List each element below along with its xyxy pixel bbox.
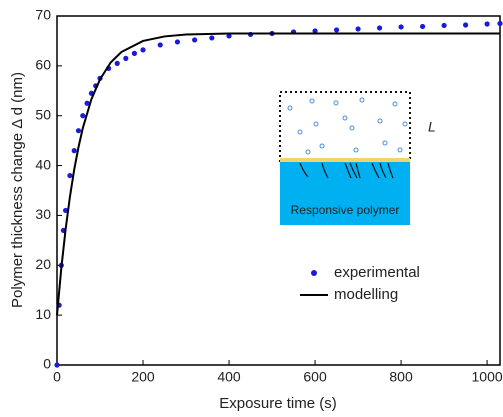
data-point	[174, 39, 181, 45]
y-tick-label: 70	[35, 7, 51, 23]
y-tick-label: 60	[35, 57, 51, 73]
data-point	[419, 23, 426, 30]
data-point	[312, 28, 318, 34]
inset-molecules	[287, 97, 408, 155]
data-line	[56, 32, 500, 316]
data-point	[333, 27, 340, 33]
legend-label: experimental	[334, 264, 420, 281]
x-tick-label: 400	[217, 369, 241, 385]
y-tick-label: 10	[35, 306, 51, 322]
data-point	[54, 362, 60, 368]
inset-label: L	[428, 119, 436, 135]
data-point	[497, 20, 503, 27]
data-point	[131, 50, 138, 56]
data-point	[226, 33, 232, 39]
data-point	[84, 100, 90, 106]
legend-marker	[311, 270, 317, 276]
data-point	[75, 128, 82, 134]
plot-frame	[56, 15, 501, 366]
y-tick-label: 20	[35, 256, 51, 272]
x-tick-label: 1000	[472, 369, 503, 385]
legend-label: modelling	[334, 286, 398, 303]
data-point	[114, 60, 120, 66]
y-tick-label: 40	[35, 156, 51, 172]
inset-arrows	[299, 162, 394, 179]
data-point	[462, 22, 469, 28]
x-tick-label: 600	[303, 369, 327, 385]
data-point	[398, 24, 404, 30]
y-tick-label: 0	[43, 356, 51, 372]
data-point	[484, 21, 490, 27]
data-point	[71, 148, 77, 154]
inset-layer	[280, 158, 410, 162]
y-tick-label: 50	[35, 106, 51, 122]
x-axis-label: Exposure time (s)	[219, 395, 337, 412]
y-tick-label: 30	[35, 206, 51, 222]
data-point	[376, 25, 383, 31]
data-point	[209, 35, 215, 41]
x-tick-label: 0	[53, 369, 61, 385]
x-tick-label: 800	[389, 369, 413, 385]
x-tick-label: 200	[131, 369, 155, 385]
data-point	[157, 42, 163, 48]
inset: L Responsive polymer	[279, 91, 436, 225]
data-point	[123, 55, 129, 61]
data-point	[63, 207, 69, 214]
data-point	[67, 172, 73, 179]
data-point	[80, 113, 86, 119]
inset-label: Responsive polymer	[291, 203, 400, 217]
data-point	[140, 47, 146, 53]
y-axis-label: Polymer thickness change Δ d (nm)	[9, 72, 26, 308]
inset-box	[279, 91, 411, 163]
data-point	[355, 26, 361, 32]
data-point	[441, 22, 447, 29]
inset-polymer	[280, 162, 410, 225]
data-point	[192, 37, 198, 43]
